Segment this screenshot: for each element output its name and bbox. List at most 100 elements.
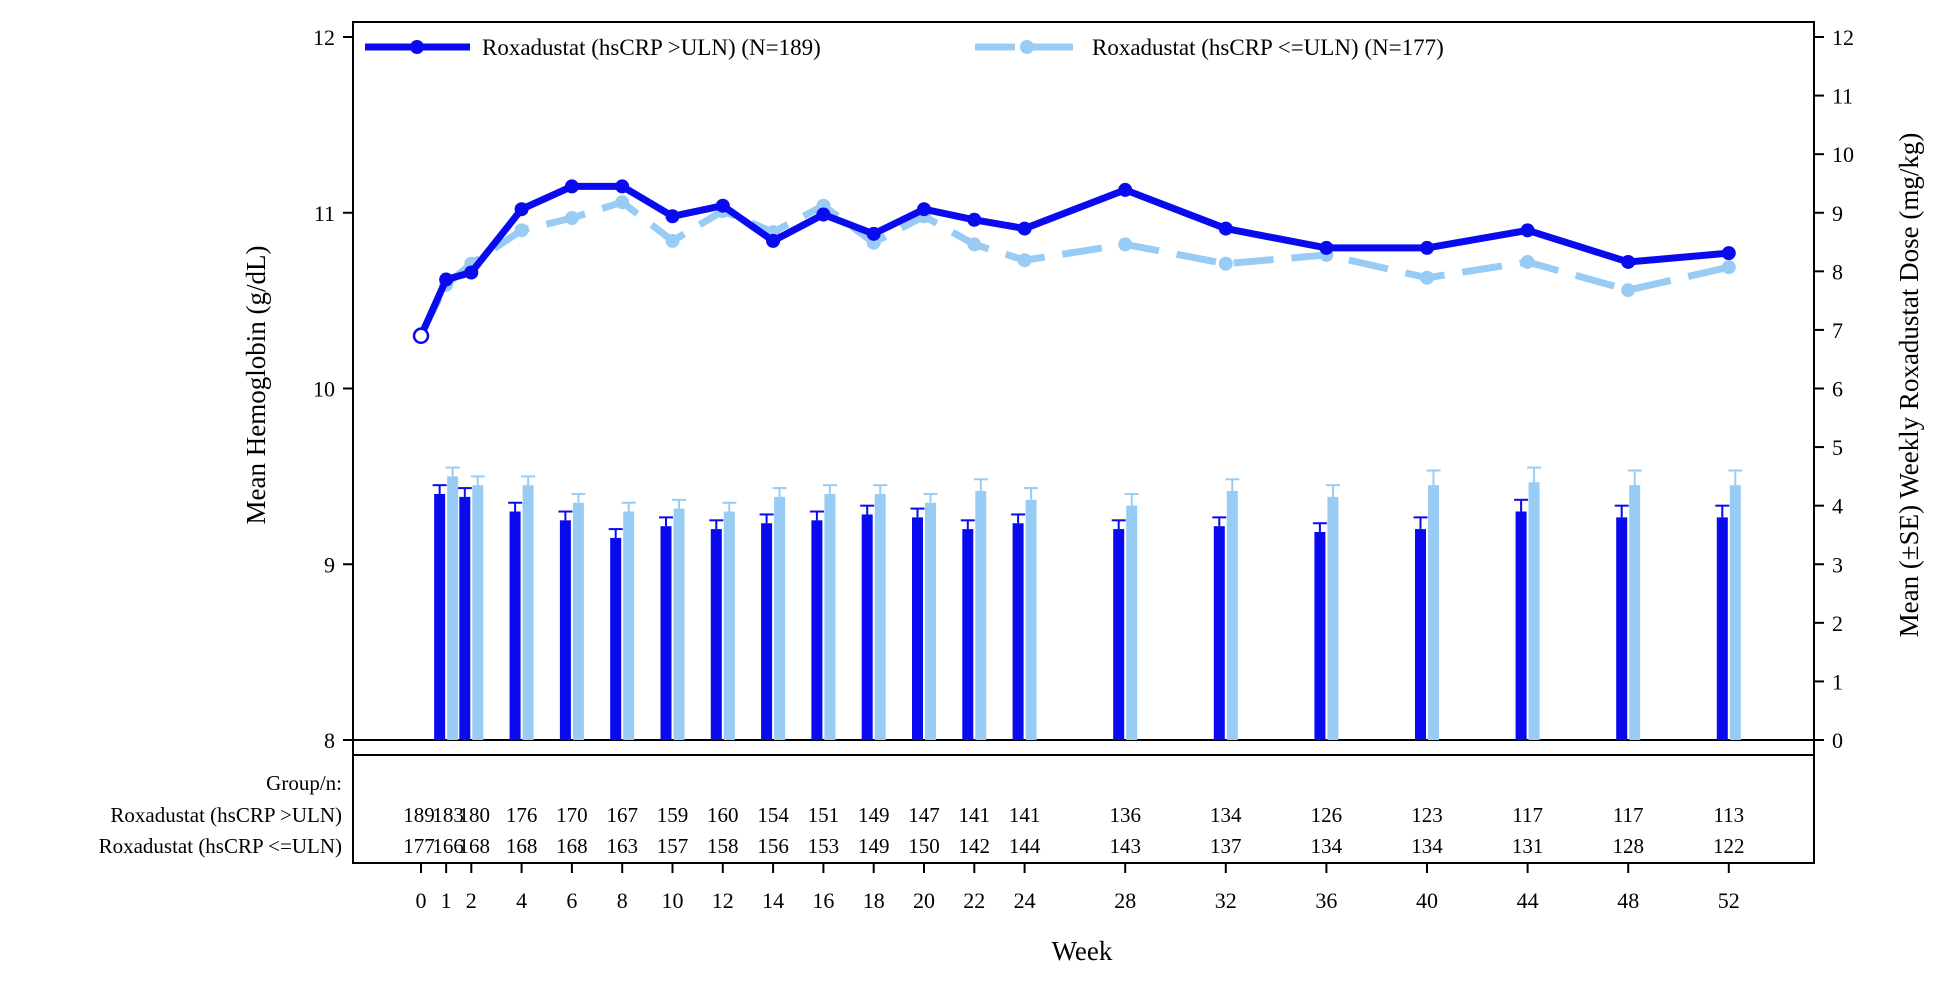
hemoglobin-point [564,179,579,194]
table-count: 136 [1109,803,1141,827]
y-right-tick-label: 11 [1832,84,1853,109]
table-count: 168 [556,834,588,858]
plot-frame [352,21,1815,864]
hemoglobin-point [514,223,529,238]
hemoglobin-point [967,237,982,252]
hemoglobin-point [1118,237,1133,252]
x-tick-label: 32 [1215,888,1237,913]
dose-bar [925,502,936,740]
dose-bar [1314,532,1326,740]
dose-bar [1012,523,1024,740]
hemoglobin-point [816,207,831,222]
x-tick-label: 48 [1617,888,1639,913]
dose-bar [1213,526,1225,740]
dose-bar [673,508,685,740]
dose-bar [610,537,622,740]
table-row-label: Roxadustat (hsCRP <=ULN) [99,834,342,858]
x-tick-label: 44 [1517,888,1539,913]
dose-bar [434,493,446,740]
x-tick-label: 10 [662,888,684,913]
hemoglobin-point [665,209,680,224]
x-tick-label: 12 [712,888,734,913]
table-count: 159 [657,803,689,827]
hemoglobin-point [1520,254,1535,269]
hemoglobin-point [514,202,529,217]
table-count: 168 [459,834,491,858]
dose-bar [1226,491,1238,740]
dose-bar [1415,529,1426,740]
hemoglobin-point [1319,240,1334,255]
table-count: 151 [808,803,840,827]
dose-bar [824,493,836,740]
hemoglobin-line [417,198,1730,336]
y-right-axis-title: Mean (±SE) Weekly Roxadustat Dose (mg/kg… [1894,133,1924,638]
dose-bar [975,491,987,740]
hemoglobin-point [1621,283,1636,298]
x-tick-label: 22 [963,888,985,913]
dose-bar [623,511,635,740]
dose-bar [559,520,571,740]
x-tick-label: 20 [913,888,935,913]
dose-bar [1716,517,1728,740]
y-left-tick-label: 9 [324,552,335,577]
dose-bar [710,529,722,740]
table-count: 163 [606,834,638,858]
x-tick-label: 24 [1014,888,1036,913]
dose-bar [447,476,459,740]
dose-bar [1515,511,1527,740]
table-count: 160 [707,803,739,827]
table-count: 154 [757,803,789,827]
y-left-tick-label: 11 [314,201,335,226]
hemoglobin-point [1017,221,1032,236]
hemoglobin-point [1621,254,1636,269]
table-row-label: Roxadustat (hsCRP >ULN) [110,803,342,827]
table-count: 153 [808,834,840,858]
dose-bar [761,523,773,740]
table-count: 150 [908,834,940,858]
y-left-axis-title: Mean Hemoglobin (g/dL) [241,246,271,525]
hemoglobin-point [564,211,579,226]
dose-bar [1113,529,1125,740]
y-right-tick-label: 0 [1832,728,1843,753]
x-tick-label: 4 [516,888,527,913]
table-count: 157 [657,834,689,858]
y-right-tick-label: 8 [1832,259,1843,284]
x-tick-label: 0 [416,888,427,913]
table-count: 117 [1613,803,1644,827]
table-count: 180 [459,803,491,827]
hemoglobin-point [1118,182,1133,197]
x-tick-label: 6 [566,888,577,913]
table-count: 168 [506,834,538,858]
y-left-tick-label: 10 [313,377,335,402]
table-count: 149 [858,803,890,827]
dose-bar [509,511,521,740]
dose-bar [1528,482,1540,740]
table-count: 126 [1311,803,1343,827]
table-count: 122 [1713,834,1745,858]
table-count: 166 [432,834,464,858]
table-count: 142 [959,834,991,858]
table-count: 141 [1009,803,1041,827]
table-count: 183 [432,803,464,827]
dose-bar [1126,505,1138,740]
y-right-tick-label: 10 [1832,142,1854,167]
y-right-tick-label: 7 [1832,318,1843,343]
dose-bar [1629,485,1641,740]
dose-bar [1616,517,1628,740]
hemoglobin-point [1017,253,1032,268]
table-header: Group/n: [266,771,342,795]
hemoglobin-point [1218,256,1233,271]
hemoglobin-point [1721,260,1736,275]
x-tick-label: 18 [863,888,885,913]
table-count: 134 [1311,834,1343,858]
dose-bar [774,496,786,740]
table-count: 149 [858,834,890,858]
y-left-tick-label: 8 [324,728,335,753]
hemoglobin-point [967,212,982,227]
x-tick-label: 40 [1416,888,1438,913]
hemoglobin-point [766,233,781,248]
hemoglobin-point [917,202,931,217]
dose-bar [811,520,823,740]
table-count: 144 [1009,834,1041,858]
